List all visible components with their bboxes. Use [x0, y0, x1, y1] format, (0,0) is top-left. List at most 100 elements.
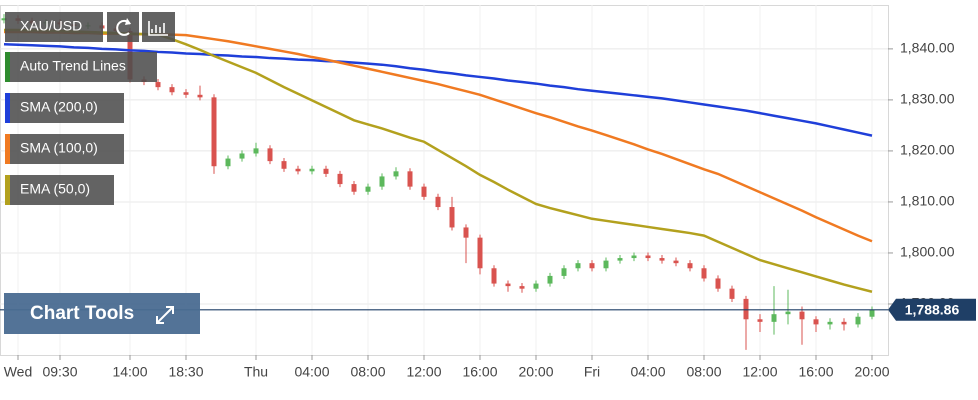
- candle-body: [351, 184, 357, 192]
- x-tick-label: Fri: [584, 364, 600, 380]
- y-tick-label: 1,820.00: [900, 142, 955, 158]
- x-tick-label: 20:00: [854, 364, 889, 380]
- candle-body: [631, 255, 637, 259]
- x-tick-label: 12:00: [406, 364, 441, 380]
- candle-body: [701, 268, 707, 279]
- refresh-arrow: [125, 18, 131, 25]
- legend-swatch: [5, 134, 10, 164]
- legend-box: [5, 93, 124, 123]
- candle-body: [253, 148, 259, 154]
- legend-box: [5, 175, 114, 205]
- candle-body: [743, 298, 749, 320]
- icon-box: [142, 12, 175, 42]
- candle-body: [379, 176, 385, 187]
- candle-body: [435, 196, 441, 208]
- expand-icon: [156, 306, 174, 324]
- candle-body: [799, 311, 805, 320]
- refresh-button[interactable]: [107, 12, 139, 42]
- candle-body: [687, 263, 693, 269]
- candle-body: [519, 286, 525, 289]
- candle-body: [869, 309, 875, 317]
- x-tick-label: 08:00: [686, 364, 721, 380]
- x-tick-label: 09:30: [42, 364, 77, 380]
- legend-item[interactable]: SMA (200,0): [5, 93, 124, 123]
- candle-body: [337, 173, 343, 185]
- candle-body: [673, 260, 679, 264]
- candle-body: [211, 97, 217, 167]
- candle-body: [575, 263, 581, 269]
- candle-body: [197, 94, 203, 98]
- trend-lines-toggle[interactable]: Auto Trend Lines: [5, 52, 157, 82]
- y-tick-label: 1,840.00: [900, 40, 955, 56]
- x-tick-label: 12:00: [742, 364, 777, 380]
- chart-tools-button[interactable]: Chart Tools: [4, 293, 200, 334]
- overlay: 1,788.86 XAU/USD Auto Trend Lines SMA (200,…: [0, 12, 976, 334]
- indicator-line: [3, 43, 873, 137]
- y-tick-label: 1,810.00: [900, 193, 955, 209]
- candle-body: [617, 258, 623, 261]
- candle-body: [407, 171, 413, 187]
- x-tick-label: 04:00: [294, 364, 329, 380]
- x-tick-label: 08:00: [350, 364, 385, 380]
- y-tick-label: 1,800.00: [900, 244, 955, 260]
- candle-body: [225, 158, 231, 167]
- legend-item[interactable]: SMA (100,0): [5, 134, 124, 164]
- legend-label: XAU/USD: [20, 18, 82, 34]
- legend-label: SMA (100,0): [20, 140, 98, 156]
- candle-body: [715, 278, 721, 289]
- candle-body: [477, 237, 483, 269]
- candle-body: [449, 207, 455, 228]
- candle-body: [561, 268, 567, 276]
- candle-body: [603, 260, 609, 269]
- candle-body: [533, 283, 539, 289]
- legend-swatch: [5, 93, 10, 123]
- legend-label: EMA (50,0): [20, 181, 90, 197]
- x-tick-label: Wed: [4, 364, 33, 380]
- symbol-button[interactable]: XAU/USD: [5, 12, 103, 42]
- settings-icon: [148, 21, 168, 36]
- icon-box: [107, 12, 139, 42]
- legend-item[interactable]: EMA (50,0): [5, 175, 114, 205]
- candle-body: [295, 168, 301, 172]
- button-label: Chart Tools: [30, 303, 134, 324]
- candle-body: [309, 168, 315, 172]
- grid: 1,790.001,800.001,810.001,820.001,830.00…: [0, 5, 955, 380]
- candle-body: [421, 186, 427, 197]
- x-tick-label: 04:00: [630, 364, 665, 380]
- y-tick-label: 1,830.00: [900, 91, 955, 107]
- candle-body: [169, 87, 175, 93]
- settings-button[interactable]: [142, 12, 175, 42]
- candle-body: [547, 275, 553, 284]
- x-tick-label: Thu: [244, 364, 268, 380]
- legend-box: [5, 52, 157, 82]
- candle-body: [729, 288, 735, 299]
- candle-body: [267, 148, 273, 162]
- candle-body: [813, 319, 819, 325]
- candle-body: [505, 283, 511, 287]
- candle-body: [785, 311, 791, 315]
- legend-box: [5, 134, 124, 164]
- candle-body: [757, 319, 763, 322]
- x-tick-label: 16:00: [462, 364, 497, 380]
- candle-body: [645, 255, 651, 259]
- candle-body: [827, 321, 833, 325]
- x-tick-label: 16:00: [798, 364, 833, 380]
- candle-body: [771, 314, 777, 322]
- candle-body: [239, 153, 245, 159]
- legend-box: [5, 12, 103, 42]
- candle-body: [281, 161, 287, 169]
- legend-swatch: [5, 175, 10, 205]
- legend-label: Auto Trend Lines: [20, 58, 126, 74]
- x-tick-label: 18:30: [168, 364, 203, 380]
- legend-swatch: [5, 52, 10, 82]
- candle-body: [463, 227, 469, 238]
- candle-body: [855, 316, 861, 325]
- candle-body: [491, 268, 497, 284]
- candle-body: [393, 171, 399, 177]
- last-price-tag: [888, 298, 976, 321]
- candle-body: [589, 263, 595, 269]
- candle-body: [841, 321, 847, 325]
- x-tick-label: 20:00: [518, 364, 553, 380]
- x-tick-label: 14:00: [112, 364, 147, 380]
